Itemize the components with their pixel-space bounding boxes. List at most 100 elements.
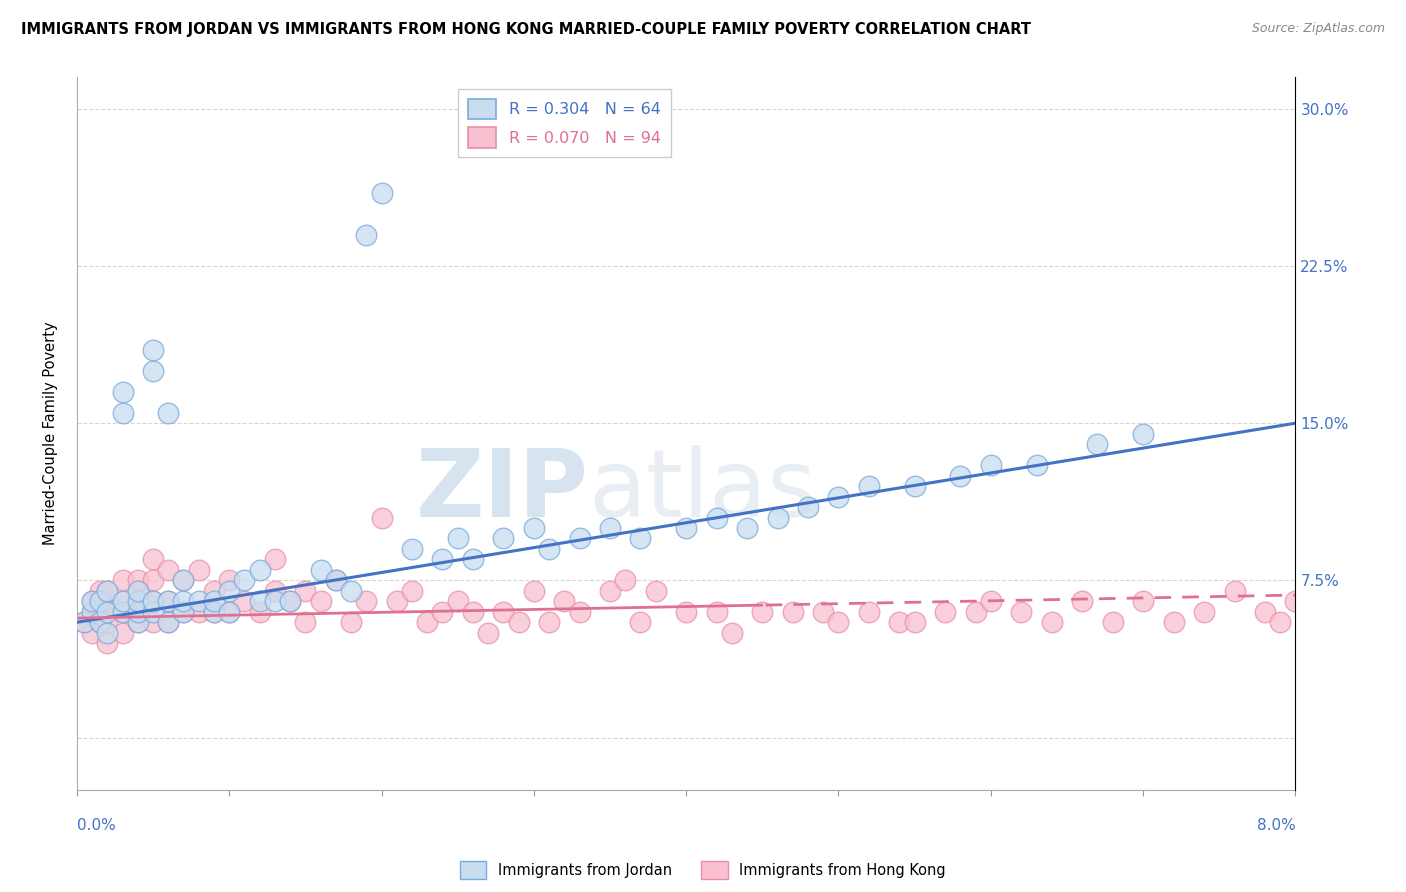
Point [401, 541, 423, 556]
Point [432, 605, 454, 619]
Point [904, 479, 927, 493]
Point [1315, 615, 1337, 630]
Point [111, 605, 134, 619]
Point [1223, 583, 1246, 598]
Point [82, 625, 104, 640]
Point [157, 594, 180, 608]
Point [173, 574, 195, 588]
Point [96, 583, 118, 598]
Point [1299, 625, 1322, 640]
Point [1391, 605, 1406, 619]
Point [675, 605, 697, 619]
Point [904, 615, 927, 630]
Text: 8.0%: 8.0% [1257, 819, 1295, 833]
Point [157, 615, 180, 630]
Point [599, 521, 621, 535]
Point [538, 541, 561, 556]
Point [797, 500, 820, 514]
Point [142, 605, 165, 619]
Point [1132, 426, 1154, 441]
Point [1132, 594, 1154, 608]
Point [614, 574, 637, 588]
Point [142, 594, 165, 608]
Point [599, 583, 621, 598]
Point [173, 594, 195, 608]
Point [233, 594, 256, 608]
Point [858, 479, 880, 493]
Point [1375, 615, 1398, 630]
Point [202, 605, 225, 619]
Point [461, 605, 484, 619]
Point [73, 615, 96, 630]
Point [949, 468, 972, 483]
Point [461, 552, 484, 566]
Point [1101, 615, 1123, 630]
Point [858, 605, 880, 619]
Point [187, 563, 209, 577]
Point [508, 615, 530, 630]
Point [492, 532, 515, 546]
Point [187, 594, 209, 608]
Point [356, 594, 378, 608]
Point [813, 605, 835, 619]
Point [157, 615, 180, 630]
Point [96, 605, 118, 619]
Y-axis label: Married-Couple Family Poverty: Married-Couple Family Poverty [44, 322, 58, 546]
Point [127, 594, 149, 608]
Point [233, 574, 256, 588]
Point [82, 594, 104, 608]
Point [127, 574, 149, 588]
Point [202, 605, 225, 619]
Point [89, 615, 111, 630]
Point [675, 521, 697, 535]
Point [82, 594, 104, 608]
Point [721, 625, 744, 640]
Point [96, 636, 118, 650]
Point [1254, 605, 1277, 619]
Point [249, 563, 271, 577]
Point [340, 583, 363, 598]
Point [127, 583, 149, 598]
Point [111, 574, 134, 588]
Point [111, 594, 134, 608]
Point [644, 583, 666, 598]
Point [127, 605, 149, 619]
Point [782, 605, 804, 619]
Point [309, 594, 332, 608]
Point [142, 594, 165, 608]
Legend: R = 0.304   N = 64, R = 0.070   N = 94: R = 0.304 N = 64, R = 0.070 N = 94 [458, 89, 671, 157]
Point [309, 563, 332, 577]
Point [1010, 605, 1032, 619]
Point [111, 406, 134, 420]
Point [96, 594, 118, 608]
Point [1330, 605, 1353, 619]
Point [1284, 594, 1306, 608]
Point [127, 615, 149, 630]
Point [202, 594, 225, 608]
Point [294, 615, 316, 630]
Point [264, 552, 287, 566]
Point [96, 625, 118, 640]
Point [157, 563, 180, 577]
Point [142, 615, 165, 630]
Point [173, 605, 195, 619]
Point [111, 625, 134, 640]
Point [278, 594, 301, 608]
Point [370, 186, 392, 200]
Point [1346, 615, 1368, 630]
Point [249, 594, 271, 608]
Point [127, 615, 149, 630]
Point [492, 605, 515, 619]
Point [706, 510, 728, 524]
Point [218, 583, 240, 598]
Point [735, 521, 758, 535]
Point [980, 458, 1002, 472]
Point [142, 574, 165, 588]
Point [356, 227, 378, 242]
Point [630, 615, 652, 630]
Point [173, 605, 195, 619]
Point [523, 521, 546, 535]
Point [127, 605, 149, 619]
Point [827, 615, 849, 630]
Point [523, 583, 546, 598]
